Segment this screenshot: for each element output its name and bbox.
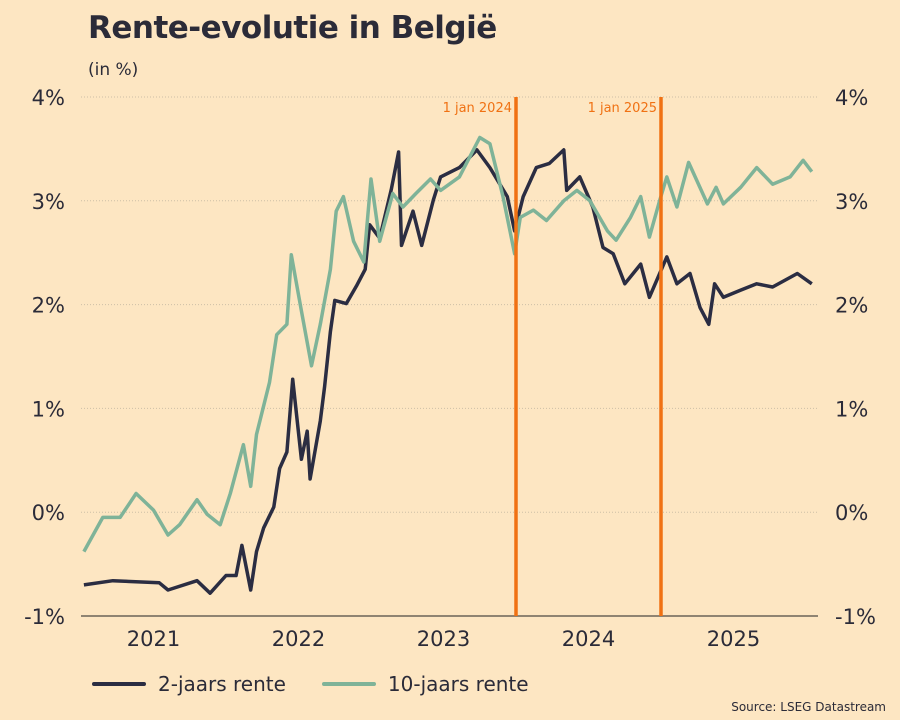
- annotation-label: 1 jan 2025: [588, 101, 657, 116]
- y-tick-label-right: 0%: [835, 501, 868, 525]
- y-tick-label-right: 2%: [835, 294, 868, 318]
- x-tick-label: 2024: [562, 627, 615, 651]
- source-note: Source: LSEG Datastream: [731, 700, 886, 714]
- legend-label-2y: 2-jaars rente: [158, 672, 286, 696]
- chart-title: Rente-evolutie in België: [88, 10, 497, 46]
- y-tick-label-right: 3%: [835, 190, 868, 214]
- series-line-10y: [82, 135, 814, 553]
- legend-label-10y: 10-jaars rente: [387, 672, 529, 696]
- legend-swatch-10y: [321, 682, 376, 686]
- annotation-label: 1 jan 2024: [443, 101, 512, 116]
- y-tick-label-left: -1%: [24, 605, 65, 629]
- legend-swatch-2y: [92, 682, 146, 686]
- y-tick-label-left: 2%: [32, 294, 65, 318]
- x-tick-label: 2022: [272, 627, 325, 651]
- y-tick-label-left: 1%: [32, 397, 65, 421]
- y-tick-label-right: -1%: [835, 605, 876, 629]
- x-tick-label: 2021: [127, 627, 180, 651]
- chart-subtitle: (in %): [88, 60, 139, 80]
- legend-item-10y: 10-jaars rente: [321, 672, 529, 696]
- x-tick-label: 2025: [707, 627, 760, 651]
- y-tick-label-left: 4%: [32, 86, 65, 110]
- y-tick-label-left: 0%: [32, 501, 65, 525]
- y-tick-label-right: 1%: [835, 397, 868, 421]
- series-line-2y: [83, 148, 813, 595]
- y-tick-label-left: 3%: [32, 190, 65, 214]
- x-tick-label: 2023: [417, 627, 470, 651]
- legend-item-2y: 2-jaars rente: [92, 672, 286, 696]
- y-tick-label-right: 4%: [835, 86, 868, 110]
- legend: 2-jaars rente 10-jaars rente: [92, 672, 529, 696]
